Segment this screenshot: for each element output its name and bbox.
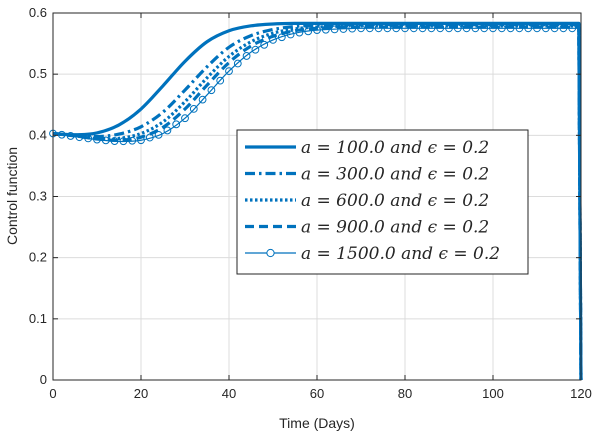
legend-label: a = 1500.0 and ϵ = 0.2 [301,244,500,264]
series-marker [172,120,181,129]
series-marker [374,24,383,33]
series-marker [251,45,260,54]
series-marker [66,132,75,140]
y-tick-label: 0.1 [29,311,47,326]
series-marker [57,130,66,139]
series-marker [568,24,577,33]
legend: a = 100.0 and ϵ = 0.2 a = 300.0 and ϵ = 0… [236,129,529,275]
series-line [52,27,582,381]
series-marker [559,24,568,33]
series-marker [93,135,101,144]
series-marker [471,24,480,33]
series-marker [242,52,251,60]
series-marker [357,24,365,33]
series-marker [101,136,110,145]
x-tick-label: 40 [222,386,236,401]
x-tick-label: 100 [482,386,504,401]
series-marker [541,24,550,33]
series-marker [295,28,304,37]
y-tick-label: 0.3 [29,189,47,204]
y-tick-label: 0.6 [29,5,47,20]
y-tick-label: 0.5 [29,66,47,81]
legend-label: a = 100.0 and ϵ = 0.2 [301,138,489,158]
series-marker [436,24,445,33]
series-5 [49,24,582,381]
series-marker [119,137,128,146]
series-marker [181,114,189,123]
series-marker [75,133,84,142]
y-tick-label: 0 [40,372,47,387]
series-marker [489,24,497,33]
series-marker [515,24,524,33]
series-marker [128,136,137,145]
series-marker [137,136,145,145]
series-marker [286,30,295,39]
legend-label: a = 600.0 and ϵ = 0.2 [301,191,489,211]
series-marker [154,130,163,139]
x-tick-label: 80 [398,386,412,401]
series-marker [189,105,198,113]
series-marker [260,40,269,49]
series-marker [216,76,225,85]
x-tick-label: 20 [134,386,148,401]
x-tick-label: 120 [570,386,592,401]
series-marker [313,26,321,35]
series-marker [533,24,541,33]
series-marker [225,67,233,76]
series-marker [480,24,489,33]
series-marker [321,25,330,34]
x-axis-label: Time (Days) [279,415,355,431]
series-marker [524,24,533,33]
series-line [52,24,583,381]
series-marker [163,126,172,135]
legend-label: a = 900.0 and ϵ = 0.2 [301,218,489,238]
series-marker [233,59,242,68]
series-marker [427,24,436,33]
series-marker [497,24,506,33]
series-marker [348,24,357,33]
series-marker [462,24,471,33]
series-marker [277,33,286,42]
y-tick-label: 0.4 [29,127,47,142]
series-marker [453,24,462,33]
x-tick-label: 0 [49,386,56,401]
series-marker [383,24,392,33]
series-marker [84,134,93,143]
ticks: 0 20 40 60 80 100 120 0 0.1 0.2 0.3 0.4 0.5 0.6 [29,5,592,401]
legend-box [236,129,529,275]
series-marker [269,36,277,44]
series-marker [365,24,374,33]
series-marker [418,24,427,33]
series-marker [207,86,216,95]
series-group [49,21,583,381]
series-marker [392,24,401,33]
series-marker [550,24,559,33]
series-line [52,25,583,381]
legend-label: a = 300.0 and ϵ = 0.2 [301,165,489,185]
y-axis-label: Control function [4,147,20,245]
series-marker [145,133,154,142]
series-marker [110,137,119,145]
y-tick-label: 0.2 [29,250,47,265]
legend-marker [266,248,275,258]
series-marker [401,24,409,33]
x-tick-label: 60 [310,386,324,401]
series-marker [339,25,348,33]
series-marker [409,24,418,33]
series-3 [52,24,583,381]
series-marker [445,24,453,33]
series-4 [52,25,583,381]
series-marker [198,95,207,104]
series-marker [304,27,313,36]
series-marker [506,24,515,33]
series-marker [330,25,339,34]
